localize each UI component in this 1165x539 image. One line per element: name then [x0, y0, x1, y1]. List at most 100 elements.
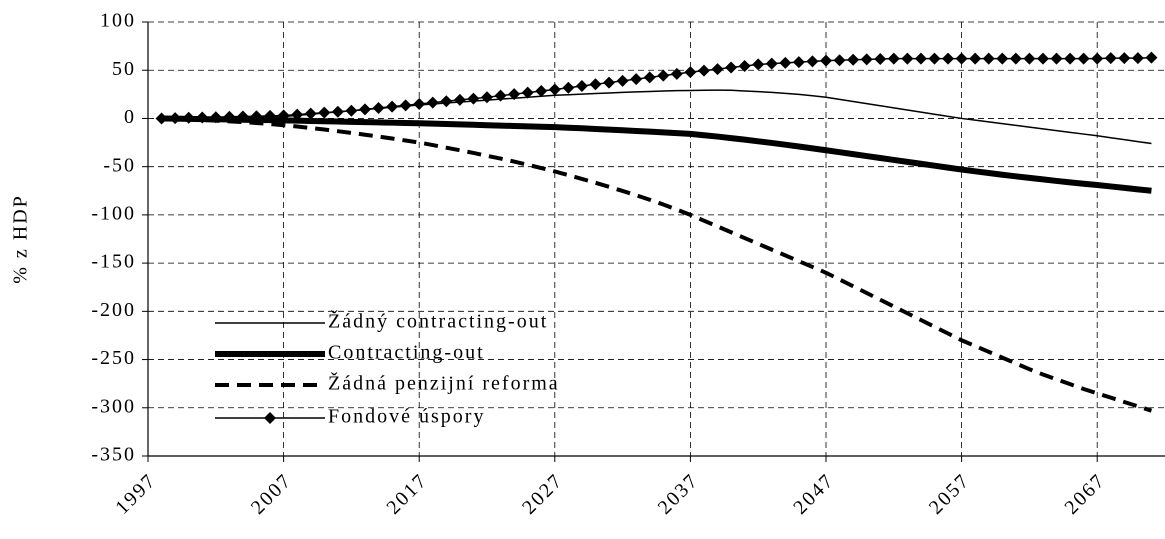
marker	[887, 52, 900, 65]
marker	[901, 52, 914, 65]
marker	[589, 78, 602, 91]
marker	[847, 53, 860, 66]
series-line	[161, 116, 1153, 413]
marker	[860, 53, 873, 66]
y-tick-label: -350	[91, 444, 136, 466]
marker	[318, 106, 331, 119]
marker	[982, 52, 995, 65]
marker	[792, 56, 805, 69]
marker	[820, 54, 832, 67]
x-tick-label: 2017	[382, 469, 431, 518]
y-tick-label: -300	[91, 395, 136, 417]
marker	[494, 89, 507, 102]
marker	[874, 53, 887, 66]
y-tick-label: 50	[112, 58, 136, 80]
marker	[1064, 52, 1077, 65]
marker	[277, 109, 290, 122]
marker	[331, 105, 344, 118]
y-tick-label: 0	[124, 106, 136, 128]
marker	[426, 96, 439, 109]
marker	[575, 80, 588, 93]
legend-label: Contracting-out	[328, 342, 485, 364]
marker	[1104, 52, 1117, 65]
marker	[508, 88, 521, 101]
marker	[630, 73, 643, 86]
marker	[467, 92, 480, 105]
y-axis-label: % z HDP	[10, 194, 32, 284]
legend-label: Fondové úspory	[328, 406, 485, 428]
marker	[725, 61, 738, 74]
marker	[684, 66, 697, 79]
marker	[223, 110, 236, 123]
marker	[670, 67, 683, 80]
marker	[521, 86, 534, 99]
y-tick-label: -200	[91, 299, 136, 321]
marker	[942, 52, 955, 65]
marker	[304, 107, 317, 120]
y-tick-label: -250	[91, 347, 136, 369]
x-tick-label: 2057	[925, 469, 974, 518]
marker	[643, 71, 656, 84]
marker	[616, 74, 629, 87]
marker	[1050, 52, 1063, 65]
marker	[481, 91, 493, 104]
marker	[833, 54, 846, 67]
marker	[1023, 52, 1036, 65]
marker	[386, 100, 399, 113]
marker	[413, 97, 426, 110]
x-tick-label: 2037	[654, 469, 703, 518]
marker	[1118, 52, 1131, 65]
legend-label: Žádná penzijní reforma	[328, 372, 560, 395]
marker	[169, 112, 182, 125]
marker	[1077, 52, 1090, 65]
marker	[291, 108, 304, 121]
marker	[1145, 51, 1158, 64]
marker	[250, 110, 263, 123]
x-tick-label: 2067	[1060, 469, 1109, 518]
marker	[345, 104, 358, 117]
marker	[1009, 52, 1022, 65]
marker	[928, 52, 941, 65]
marker	[1036, 52, 1049, 65]
x-tick-label: 2047	[789, 469, 838, 518]
x-tick-label: 1997	[111, 469, 160, 518]
marker	[1131, 52, 1144, 65]
marker	[914, 52, 927, 65]
y-tick-label: -100	[91, 202, 136, 224]
marker	[264, 109, 277, 122]
marker	[1091, 52, 1104, 65]
marker	[562, 81, 575, 94]
marker	[358, 103, 371, 116]
y-tick-label: -150	[91, 251, 136, 273]
marker	[548, 83, 561, 96]
marker	[779, 56, 792, 69]
x-tick-label: 2027	[518, 469, 567, 518]
marker	[236, 110, 249, 123]
marker	[969, 52, 982, 65]
marker	[196, 111, 209, 124]
marker	[182, 111, 195, 124]
x-tick-label: 2007	[247, 469, 296, 518]
marker	[765, 57, 778, 70]
y-tick-label: 100	[100, 10, 136, 32]
marker	[711, 63, 724, 76]
marker	[399, 99, 412, 112]
marker	[996, 52, 1009, 65]
series-line	[161, 115, 1152, 194]
marker	[738, 59, 751, 72]
y-tick-label: -50	[103, 154, 136, 176]
marker	[806, 55, 819, 68]
legend-marker	[264, 412, 276, 424]
marker	[440, 95, 453, 108]
marker	[603, 76, 616, 89]
legend-label: Žádný contracting-out	[328, 310, 548, 333]
marker	[209, 111, 222, 124]
marker	[657, 69, 670, 82]
marker	[453, 93, 466, 106]
marker	[697, 64, 710, 77]
marker	[955, 52, 968, 65]
marker	[752, 58, 765, 71]
marker	[372, 102, 385, 115]
marker	[535, 85, 548, 98]
